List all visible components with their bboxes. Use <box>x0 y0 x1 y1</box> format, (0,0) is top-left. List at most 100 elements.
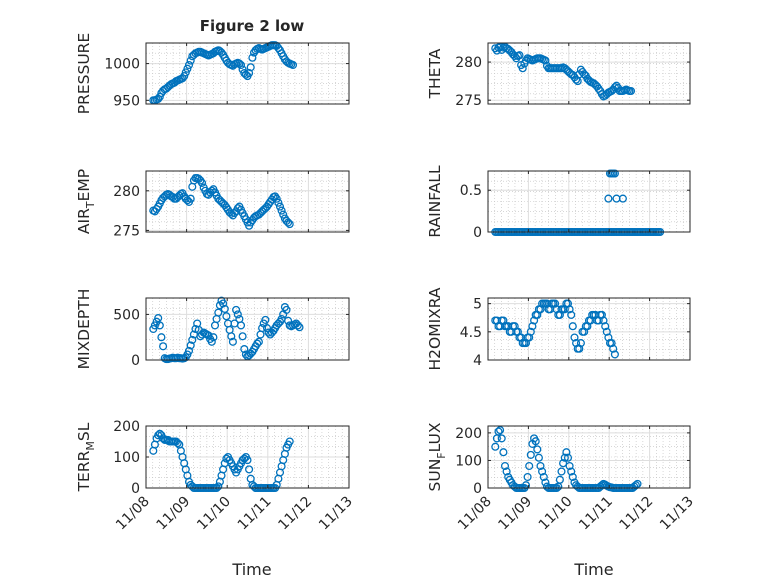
x-tick-label: 11/08 <box>455 494 495 534</box>
data-point <box>159 342 168 351</box>
data-point <box>538 467 547 476</box>
subplot-mixdepth: 0 500 MIXDEPTH <box>75 289 350 369</box>
data-point <box>154 94 163 103</box>
data-point <box>261 315 270 324</box>
y-tick-label: 275 <box>113 223 140 239</box>
data-point <box>220 304 229 313</box>
data-point <box>279 210 288 219</box>
data-point <box>626 86 636 96</box>
y-axis-label: THETA <box>426 48 444 99</box>
data-point <box>618 194 627 203</box>
data-point <box>228 337 237 346</box>
x-tick-label: 11/11 <box>576 494 616 534</box>
data-point <box>241 350 250 359</box>
axes-box <box>145 170 350 233</box>
data-point <box>563 453 573 462</box>
data-point <box>183 64 192 73</box>
series-markers <box>149 429 294 493</box>
data-point <box>525 333 534 342</box>
data-point <box>285 437 294 446</box>
data-point <box>528 322 537 331</box>
data-point <box>295 323 304 332</box>
subplot-h2omixra: 4 4.5 5 H2OMIXRA <box>426 287 691 371</box>
data-point <box>531 437 540 446</box>
data-point <box>238 332 247 341</box>
data-point <box>186 341 195 350</box>
subplot-theta: 275 280 THETA <box>426 42 691 109</box>
series-markers <box>491 42 636 101</box>
y-tick-label: 0 <box>131 353 140 369</box>
data-point <box>559 459 568 468</box>
data-point <box>497 434 506 443</box>
data-point <box>236 321 246 330</box>
data-point <box>500 461 510 471</box>
x-tick-label: 11/09 <box>495 494 535 534</box>
data-point <box>597 310 606 319</box>
axes-box <box>487 42 691 105</box>
subplot-pressure: 950 1000 PRESSURE <box>75 33 350 114</box>
data-point <box>288 60 298 70</box>
subplot-air-temp: 275 280 AIRTEMP <box>75 169 350 239</box>
y-tick-label: 1000 <box>104 57 140 73</box>
data-point <box>253 339 262 348</box>
data-point <box>157 333 166 342</box>
data-point <box>525 461 534 471</box>
data-point <box>555 475 564 484</box>
y-axis-label: RAINFALL <box>426 165 444 238</box>
data-point <box>576 339 585 348</box>
data-point <box>563 299 573 308</box>
data-point <box>154 314 163 323</box>
data-point <box>285 220 294 229</box>
data-point <box>633 479 642 488</box>
y-tick-label: 0 <box>473 225 482 241</box>
y-axis-label: H2OMIXRA <box>426 287 444 370</box>
data-point <box>536 461 545 471</box>
data-point <box>515 51 524 60</box>
x-axis-label-right: Time <box>573 560 613 579</box>
data-point <box>610 350 619 359</box>
data-point <box>245 465 254 474</box>
y-tick-label: 950 <box>113 93 140 109</box>
data-point <box>214 308 223 317</box>
y-tick-label: 500 <box>113 307 140 323</box>
x-tick-label: 11/13 <box>316 494 356 534</box>
data-point <box>197 178 207 187</box>
data-point <box>248 53 257 62</box>
y-tick-label: 275 <box>455 93 482 109</box>
y-tick-label: 200 <box>455 426 482 442</box>
y-axis-label: AIRTEMP <box>75 169 97 234</box>
series-markers <box>491 299 619 359</box>
data-point <box>181 68 190 77</box>
data-point <box>235 59 244 68</box>
data-point <box>518 64 527 73</box>
data-point <box>565 305 574 314</box>
x-tick-label: 11/10 <box>536 494 576 534</box>
data-point <box>496 426 505 435</box>
data-point <box>227 209 236 218</box>
y-tick-label: 100 <box>455 453 482 469</box>
data-point <box>246 63 255 72</box>
data-point <box>570 333 579 342</box>
data-point <box>245 69 254 78</box>
data-point <box>219 299 228 308</box>
y-tick-label: 0 <box>131 481 140 497</box>
y-tick-label: 0.5 <box>460 183 482 199</box>
data-point <box>236 60 246 70</box>
data-point <box>258 324 267 333</box>
data-point <box>282 305 291 314</box>
axes-box <box>487 425 691 489</box>
data-point <box>178 74 187 83</box>
data-point <box>599 316 608 325</box>
x-axis-labels: Time Time <box>231 560 613 579</box>
y-tick-label: 4 <box>473 353 482 369</box>
axes-box <box>487 170 691 233</box>
data-point <box>601 322 610 331</box>
data-point <box>604 194 613 203</box>
data-point <box>491 442 500 451</box>
y-axis-label: TERRMSL <box>75 422 97 492</box>
data-point <box>277 206 286 215</box>
data-point <box>188 335 197 344</box>
data-point <box>609 344 618 353</box>
data-point <box>610 169 619 178</box>
